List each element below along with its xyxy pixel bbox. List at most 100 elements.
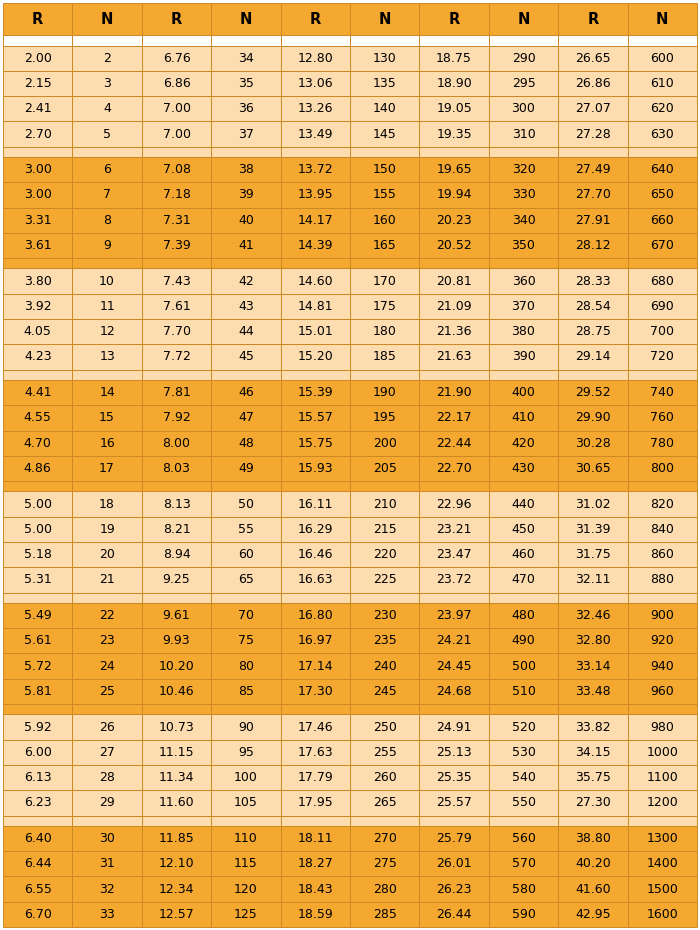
Text: 1100: 1100 [646,771,678,784]
Text: 28: 28 [99,771,115,784]
Bar [3,294,72,319]
Bar [3,765,72,790]
Bar [558,679,628,704]
Text: 24.91: 24.91 [436,721,472,734]
Bar [419,46,489,71]
Bar [281,294,350,319]
Text: 4.41: 4.41 [24,386,52,399]
Text: 115: 115 [234,857,258,870]
Bar [350,851,419,876]
Bar [489,679,558,704]
Text: 660: 660 [650,214,674,227]
Bar [211,739,281,765]
Bar [281,739,350,765]
Bar [72,902,142,927]
Text: 840: 840 [650,523,674,536]
Bar [350,122,419,147]
Bar [3,517,72,542]
Bar [489,35,558,46]
Text: 29.14: 29.14 [575,351,610,364]
Text: 30: 30 [99,832,115,845]
Text: 570: 570 [512,857,536,870]
Text: 75: 75 [238,634,254,647]
Text: 43: 43 [238,299,254,312]
Bar [211,714,281,739]
Bar [558,826,628,851]
Bar [142,714,211,739]
Bar [142,704,211,714]
Text: 17: 17 [99,462,115,475]
Bar [628,739,697,765]
Bar [72,876,142,902]
Bar [489,628,558,654]
Text: 18.75: 18.75 [436,52,472,65]
Text: 85: 85 [238,684,254,698]
Text: 22.96: 22.96 [436,498,472,511]
Bar [419,405,489,431]
Bar [211,679,281,704]
Bar [628,704,697,714]
Text: 160: 160 [373,214,397,227]
Bar [211,35,281,46]
Bar [350,739,419,765]
Text: 8.21: 8.21 [162,523,190,536]
Text: 8.03: 8.03 [162,462,190,475]
Text: 940: 940 [650,659,674,672]
Bar [350,603,419,628]
Bar [3,826,72,851]
Bar [628,96,697,122]
Text: 230: 230 [373,609,397,622]
Bar [489,654,558,679]
Text: R: R [32,11,43,27]
Bar [628,71,697,96]
Bar [72,431,142,456]
Bar [628,207,697,232]
Bar [142,654,211,679]
Text: 9: 9 [103,239,111,252]
Bar [281,157,350,182]
Text: 10.20: 10.20 [159,659,195,672]
Bar [489,182,558,207]
Text: 26.01: 26.01 [436,857,472,870]
Text: N: N [379,11,391,27]
Text: 16.11: 16.11 [298,498,333,511]
Bar [142,816,211,826]
Bar [489,790,558,816]
Text: 7.92: 7.92 [162,411,190,424]
Text: 32.11: 32.11 [575,574,610,587]
Text: 3.80: 3.80 [24,274,52,287]
Bar [72,456,142,481]
Bar [489,232,558,259]
Text: 33.14: 33.14 [575,659,610,672]
Text: 7.70: 7.70 [162,326,190,339]
Text: 13: 13 [99,351,115,364]
Bar [211,344,281,369]
Bar [3,319,72,344]
Bar [350,259,419,269]
Bar [558,259,628,269]
Text: 1000: 1000 [646,746,678,759]
Bar [211,319,281,344]
Text: 3.92: 3.92 [24,299,52,312]
Text: 25.13: 25.13 [436,746,472,759]
Text: 17.30: 17.30 [298,684,333,698]
Text: 720: 720 [650,351,674,364]
Text: 3: 3 [103,77,111,90]
Bar [211,369,281,380]
Text: 37: 37 [238,127,254,140]
Bar [281,902,350,927]
Text: 110: 110 [234,832,258,845]
Bar [350,517,419,542]
Text: 13.95: 13.95 [298,189,333,202]
Text: 3.00: 3.00 [24,189,52,202]
Text: 290: 290 [512,52,536,65]
Text: 16.97: 16.97 [298,634,333,647]
Text: 34: 34 [238,52,254,65]
Bar [558,517,628,542]
Bar [628,182,697,207]
Text: 600: 600 [650,52,674,65]
Text: 47: 47 [238,411,254,424]
Text: 11.85: 11.85 [159,832,195,845]
Bar [628,46,697,71]
Text: 500: 500 [512,659,536,672]
